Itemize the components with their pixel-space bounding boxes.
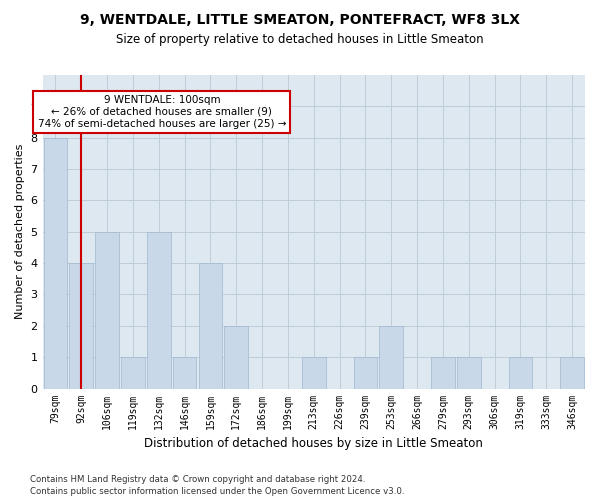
Text: 9, WENTDALE, LITTLE SMEATON, PONTEFRACT, WF8 3LX: 9, WENTDALE, LITTLE SMEATON, PONTEFRACT,…: [80, 12, 520, 26]
Text: Contains HM Land Registry data © Crown copyright and database right 2024.: Contains HM Land Registry data © Crown c…: [30, 475, 365, 484]
Bar: [224, 326, 248, 388]
Bar: [379, 326, 403, 388]
Bar: [560, 357, 584, 388]
Bar: [431, 357, 455, 388]
Bar: [509, 357, 532, 388]
Bar: [457, 357, 481, 388]
Text: 9 WENTDALE: 100sqm
← 26% of detached houses are smaller (9)
74% of semi-detached: 9 WENTDALE: 100sqm ← 26% of detached hou…: [38, 96, 286, 128]
Bar: [147, 232, 170, 388]
Y-axis label: Number of detached properties: Number of detached properties: [15, 144, 25, 320]
Text: Size of property relative to detached houses in Little Smeaton: Size of property relative to detached ho…: [116, 32, 484, 46]
Bar: [302, 357, 326, 388]
Bar: [95, 232, 119, 388]
Bar: [70, 263, 93, 388]
Bar: [121, 357, 145, 388]
Text: Contains public sector information licensed under the Open Government Licence v3: Contains public sector information licen…: [30, 487, 404, 496]
Bar: [173, 357, 196, 388]
Bar: [353, 357, 377, 388]
X-axis label: Distribution of detached houses by size in Little Smeaton: Distribution of detached houses by size …: [145, 437, 483, 450]
Bar: [44, 138, 67, 388]
Bar: [199, 263, 223, 388]
